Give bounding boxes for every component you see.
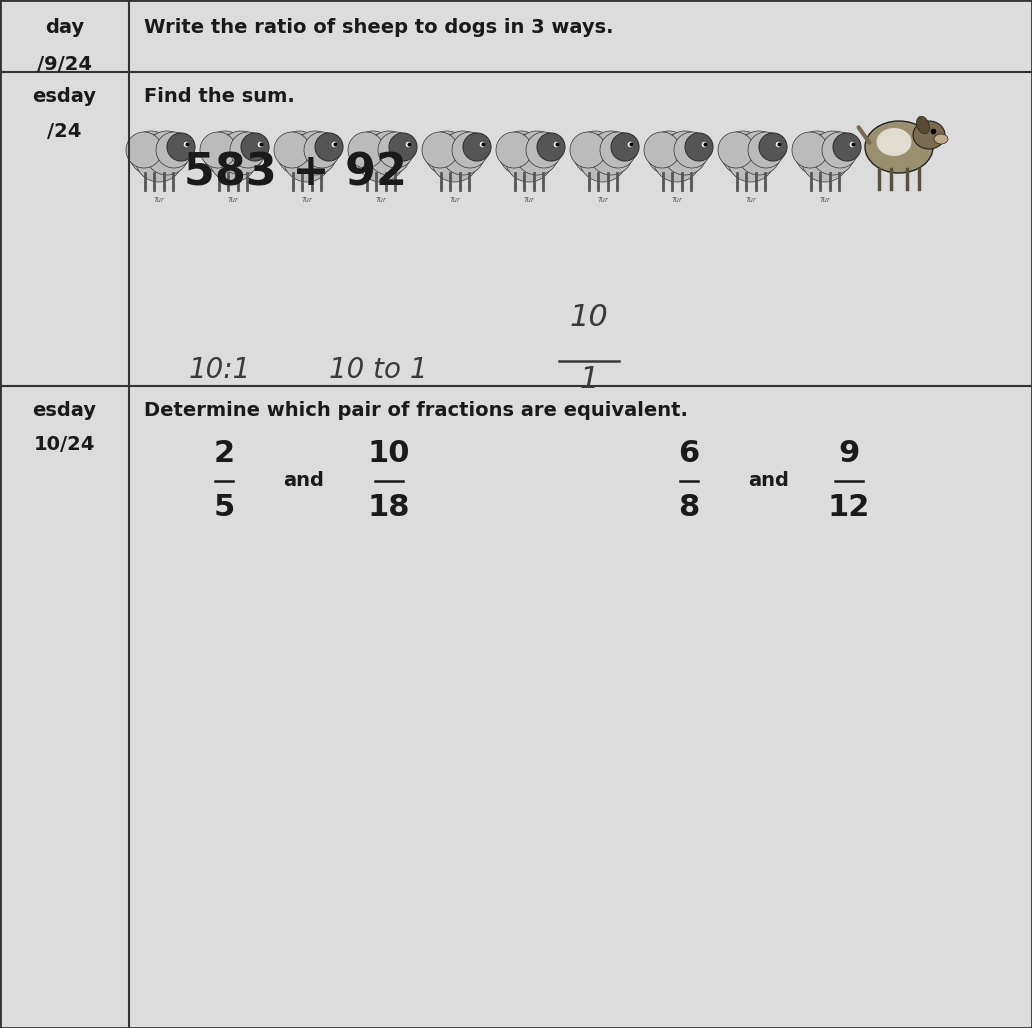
Circle shape bbox=[721, 131, 765, 175]
Circle shape bbox=[644, 132, 680, 168]
Text: Tur: Tur bbox=[154, 197, 164, 203]
Circle shape bbox=[579, 134, 627, 182]
Text: 18: 18 bbox=[367, 492, 411, 521]
Circle shape bbox=[156, 132, 192, 168]
Circle shape bbox=[537, 133, 565, 161]
Text: /9/24: /9/24 bbox=[37, 56, 92, 74]
Circle shape bbox=[277, 131, 321, 175]
Circle shape bbox=[833, 133, 861, 161]
Circle shape bbox=[759, 133, 787, 161]
Circle shape bbox=[600, 132, 636, 168]
Circle shape bbox=[203, 131, 247, 175]
Circle shape bbox=[499, 131, 543, 175]
Text: 8: 8 bbox=[678, 492, 700, 521]
Text: 583 + 92: 583 + 92 bbox=[184, 152, 407, 195]
Circle shape bbox=[283, 134, 331, 182]
Text: Tur: Tur bbox=[450, 197, 460, 203]
Circle shape bbox=[200, 132, 236, 168]
Circle shape bbox=[135, 134, 183, 182]
Ellipse shape bbox=[865, 121, 933, 173]
Circle shape bbox=[727, 134, 775, 182]
Circle shape bbox=[219, 131, 263, 175]
Circle shape bbox=[241, 133, 269, 161]
Circle shape bbox=[431, 134, 479, 182]
Text: 10: 10 bbox=[367, 439, 411, 469]
Circle shape bbox=[209, 134, 257, 182]
Circle shape bbox=[526, 132, 562, 168]
Text: Tur: Tur bbox=[819, 197, 831, 203]
Text: Tur: Tur bbox=[228, 197, 238, 203]
Text: 10:1: 10:1 bbox=[189, 357, 251, 384]
Circle shape bbox=[357, 134, 405, 182]
Text: 10 to 1: 10 to 1 bbox=[329, 357, 427, 384]
Circle shape bbox=[126, 132, 162, 168]
Text: Tur: Tur bbox=[376, 197, 386, 203]
Circle shape bbox=[792, 132, 828, 168]
Circle shape bbox=[653, 134, 701, 182]
Text: Tur: Tur bbox=[672, 197, 682, 203]
Circle shape bbox=[573, 131, 617, 175]
Circle shape bbox=[304, 132, 340, 168]
Circle shape bbox=[367, 131, 411, 175]
Ellipse shape bbox=[916, 116, 930, 134]
Circle shape bbox=[129, 131, 173, 175]
Circle shape bbox=[441, 131, 485, 175]
Circle shape bbox=[737, 131, 781, 175]
Text: Tur: Tur bbox=[523, 197, 535, 203]
Ellipse shape bbox=[913, 121, 945, 149]
Text: Tur: Tur bbox=[301, 197, 313, 203]
Circle shape bbox=[378, 132, 414, 168]
Text: 12: 12 bbox=[828, 492, 870, 521]
Text: Tur: Tur bbox=[745, 197, 756, 203]
Circle shape bbox=[293, 131, 337, 175]
Text: 1: 1 bbox=[579, 366, 599, 395]
Circle shape bbox=[663, 131, 707, 175]
Circle shape bbox=[230, 132, 266, 168]
Text: esday: esday bbox=[32, 87, 97, 106]
Circle shape bbox=[823, 132, 858, 168]
Text: and: and bbox=[284, 471, 324, 490]
Circle shape bbox=[570, 132, 606, 168]
Circle shape bbox=[748, 132, 784, 168]
Circle shape bbox=[315, 133, 343, 161]
Circle shape bbox=[496, 132, 533, 168]
Circle shape bbox=[275, 132, 310, 168]
Circle shape bbox=[351, 131, 395, 175]
Text: Find the sum.: Find the sum. bbox=[144, 87, 295, 106]
Text: 6: 6 bbox=[678, 439, 700, 469]
Circle shape bbox=[795, 131, 839, 175]
Text: 5: 5 bbox=[214, 492, 234, 521]
Text: Determine which pair of fractions are equivalent.: Determine which pair of fractions are eq… bbox=[144, 401, 688, 419]
Text: Write the ratio of sheep to dogs in 3 ways.: Write the ratio of sheep to dogs in 3 wa… bbox=[144, 19, 613, 37]
Circle shape bbox=[167, 133, 195, 161]
Text: and: and bbox=[748, 471, 789, 490]
Text: 10: 10 bbox=[570, 303, 609, 332]
Circle shape bbox=[463, 133, 491, 161]
Circle shape bbox=[589, 131, 633, 175]
Text: 10/24: 10/24 bbox=[34, 436, 95, 454]
Text: /24: /24 bbox=[47, 122, 82, 141]
Circle shape bbox=[515, 131, 559, 175]
Text: 9: 9 bbox=[838, 439, 860, 469]
Circle shape bbox=[146, 131, 189, 175]
Text: 2: 2 bbox=[214, 439, 234, 469]
Circle shape bbox=[674, 132, 710, 168]
Circle shape bbox=[611, 133, 639, 161]
Circle shape bbox=[647, 131, 691, 175]
Circle shape bbox=[811, 131, 854, 175]
Ellipse shape bbox=[876, 128, 911, 156]
Circle shape bbox=[718, 132, 754, 168]
Ellipse shape bbox=[934, 134, 948, 144]
Text: Tur: Tur bbox=[598, 197, 609, 203]
Circle shape bbox=[505, 134, 553, 182]
Circle shape bbox=[685, 133, 713, 161]
Circle shape bbox=[389, 133, 417, 161]
Circle shape bbox=[348, 132, 384, 168]
Text: esday: esday bbox=[32, 401, 97, 419]
Circle shape bbox=[801, 134, 849, 182]
Circle shape bbox=[422, 132, 458, 168]
Circle shape bbox=[452, 132, 488, 168]
Circle shape bbox=[425, 131, 469, 175]
Text: day: day bbox=[45, 19, 84, 37]
